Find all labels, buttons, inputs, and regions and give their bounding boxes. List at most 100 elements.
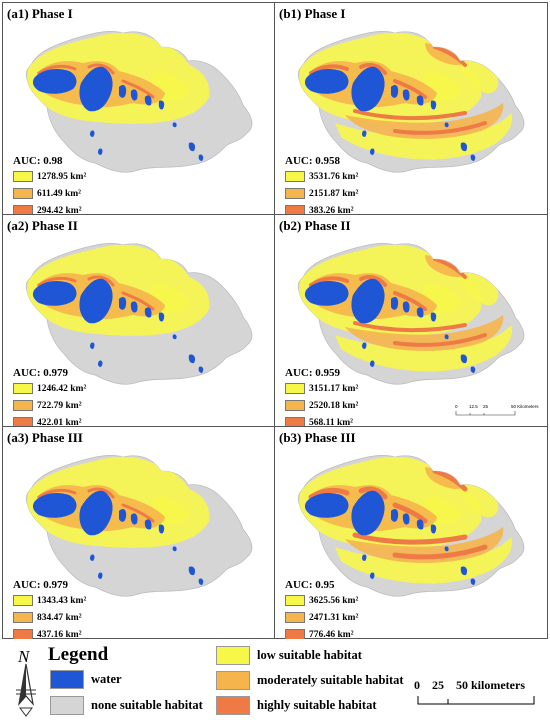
water-body <box>79 66 113 112</box>
low-swatch <box>13 383 33 394</box>
water-body <box>369 148 375 155</box>
water-body <box>470 154 476 161</box>
legend-label-water: water <box>91 672 122 686</box>
high-swatch <box>216 696 250 715</box>
moderate-swatch <box>216 671 250 690</box>
habitat-map <box>297 243 525 385</box>
water-body <box>361 130 367 137</box>
moderate-swatch <box>285 188 305 199</box>
mini-scale-label: 0 <box>455 404 458 409</box>
none-swatch <box>50 696 84 715</box>
water-body <box>97 572 103 579</box>
habitat-map <box>297 31 525 173</box>
moderate-swatch <box>285 400 305 411</box>
legend-item-moderate: moderately suitable habitat <box>216 671 404 690</box>
area-value-high: 437.16 km² <box>37 629 82 640</box>
water-body <box>188 354 196 364</box>
panel-title: (a2) Phase II <box>7 218 78 233</box>
area-row-high: 294.42 km² <box>13 203 86 215</box>
panel-title: (a1) Phase I <box>7 6 73 21</box>
water-body <box>172 122 177 128</box>
high-swatch <box>285 205 305 214</box>
panel-title: (a3) Phase III <box>7 430 83 445</box>
water-body <box>460 142 468 152</box>
area-stats: 3625.56 km² 2471.31 km² 776.46 km² <box>285 593 358 639</box>
water-body <box>89 554 95 561</box>
water-body <box>144 307 152 318</box>
area-row-high: 437.16 km² <box>13 627 86 639</box>
water-body <box>32 493 77 518</box>
mini-scale-label: 25 <box>483 404 489 409</box>
moderate-swatch <box>13 612 33 623</box>
water-body <box>416 95 424 106</box>
auc-label: AUC: 0.98 <box>13 155 63 167</box>
area-value-moderate: 611.49 km² <box>37 188 82 199</box>
moderate-swatch <box>13 400 33 411</box>
water-body <box>361 342 367 349</box>
water-body <box>430 312 437 322</box>
area-row-moderate: 611.49 km² <box>13 186 86 201</box>
area-row-moderate: 2151.87 km² <box>285 186 358 201</box>
area-value-high: 294.42 km² <box>37 205 82 215</box>
low-swatch <box>285 383 305 394</box>
legend-item-low: low suitable habitat <box>216 646 362 665</box>
area-stats: 1246.42 km² 722.79 km² 422.01 km² <box>13 381 87 427</box>
habitat-map <box>25 243 253 385</box>
water-body <box>402 301 410 313</box>
water-body <box>416 307 424 318</box>
auc-label: AUC: 0.95 <box>285 579 335 591</box>
water-swatch <box>50 670 84 689</box>
water-body <box>172 546 177 552</box>
area-stats: 1343.43 km² 834.47 km² 437.16 km² <box>13 593 86 639</box>
area-row-low: 1278.95 km² <box>13 169 86 184</box>
water-body <box>97 360 103 367</box>
highly-suitable-zone <box>37 275 155 311</box>
area-stats: 3531.76 km² 2151.87 km² 383.26 km² <box>285 169 358 215</box>
area-stats: 1278.95 km² 611.49 km² 294.42 km² <box>13 169 86 215</box>
habitat-zone <box>335 537 513 584</box>
water-body <box>130 301 138 313</box>
area-value-moderate: 2151.87 km² <box>309 188 359 199</box>
area-value-moderate: 2520.18 km² <box>309 400 359 411</box>
legend-title: Legend <box>48 644 109 665</box>
map-panel-a1: (a1) Phase I AUC: 0.98 1278.95 km² 611.49 k… <box>3 3 275 215</box>
area-row-high: 422.01 km² <box>13 415 86 427</box>
water-body <box>444 334 449 340</box>
area-value-low: 3151.17 km² <box>309 383 359 394</box>
area-row-high: 568.11 km² <box>285 415 358 426</box>
area-value-low: 3531.76 km² <box>309 171 359 182</box>
panel-title: (b3) Phase III <box>279 430 356 445</box>
area-value-moderate: 722.79 km² <box>37 400 82 411</box>
water-body <box>430 524 437 534</box>
area-row-moderate: 834.47 km² <box>13 610 86 625</box>
area-row-moderate: 722.79 km² <box>13 398 86 413</box>
water-body <box>391 85 399 98</box>
area-value-high: 776.46 km² <box>309 629 354 640</box>
water-body <box>119 85 127 98</box>
legend-label-moderate: moderately suitable habitat <box>257 673 404 687</box>
highly-suitable-zone <box>37 63 155 99</box>
area-value-high: 383.26 km² <box>309 205 354 215</box>
area-value-low: 3625.56 km² <box>309 595 359 606</box>
water-body <box>198 366 204 373</box>
water-body <box>444 546 449 552</box>
water-body <box>119 509 127 522</box>
moderate-swatch <box>285 612 305 623</box>
water-body <box>32 69 77 94</box>
moderate-swatch <box>13 188 33 199</box>
water-body <box>304 69 349 94</box>
low-swatch <box>285 595 305 606</box>
map-panel-b2: (b2) Phase II AUC: 0.959 3151.17 km² 2520.1… <box>275 215 547 427</box>
water-body <box>430 100 437 110</box>
auc-label: AUC: 0.979 <box>13 579 68 591</box>
area-row-low: 3531.76 km² <box>285 169 358 184</box>
water-body <box>158 312 165 322</box>
area-value-low: 1246.42 km² <box>37 383 87 394</box>
water-body <box>402 513 410 525</box>
water-body <box>304 493 349 518</box>
highly-suitable-zone <box>353 257 487 347</box>
auc-label: AUC: 0.958 <box>285 155 340 167</box>
area-row-moderate: 2520.18 km² <box>285 398 358 413</box>
area-value-high: 422.01 km² <box>37 417 82 427</box>
legend-item-high: highly suitable habitat <box>216 696 376 715</box>
